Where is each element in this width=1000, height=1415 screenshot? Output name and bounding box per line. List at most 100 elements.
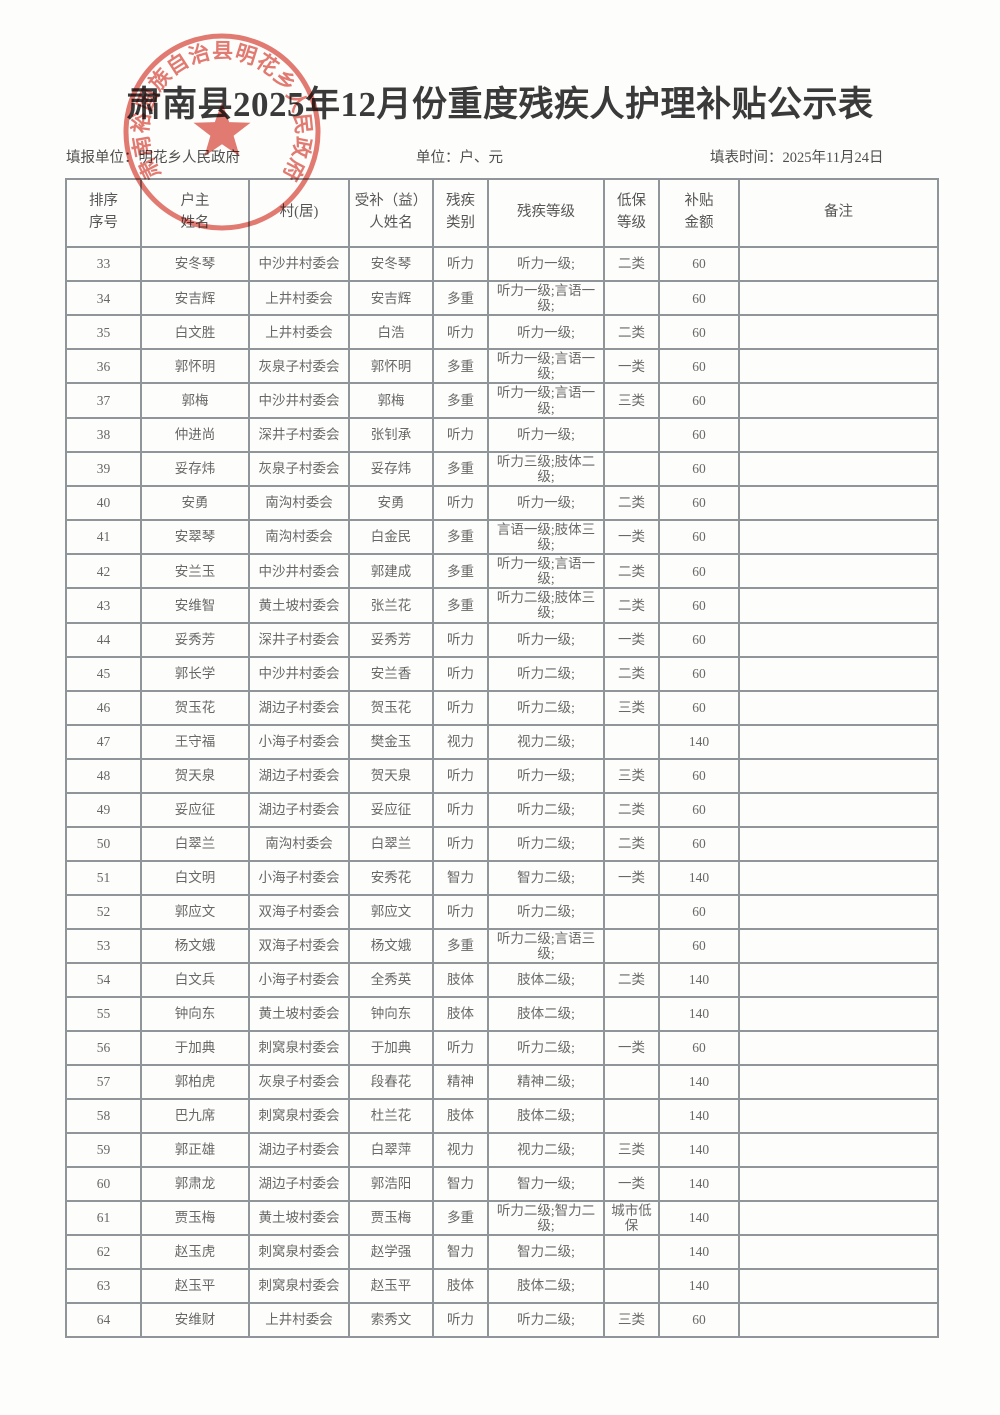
cell-remark [738, 961, 939, 998]
cell-subsistence-level [603, 927, 660, 964]
cell-disability-grade: 听力一级; [487, 484, 605, 521]
cell-subsidy-amount: 140 [658, 1233, 740, 1270]
cell-subsistence-level: 三类 [603, 757, 660, 794]
cell-disability-type: 多重 [432, 450, 489, 487]
cell-beneficiary-name: 樊金玉 [348, 723, 434, 760]
cell-village: 黄土坡村委会 [248, 587, 350, 624]
cell-household-name: 杨文娥 [140, 927, 250, 964]
cell-disability-type: 多重 [432, 348, 489, 385]
cell-subsidy-amount: 60 [658, 518, 740, 556]
cell-subsidy-amount: 60 [658, 825, 740, 862]
cell-seq: 64 [65, 1301, 142, 1338]
cell-subsidy-amount: 60 [658, 484, 740, 521]
header-beneficiary-name: 受补（益） 人姓名 [348, 178, 434, 248]
cell-subsistence-level: 二类 [603, 246, 660, 282]
cell-beneficiary-name: 妥秀芳 [348, 621, 434, 658]
cell-remark [738, 246, 939, 282]
table-row: 61 贾玉梅 黄土坡村委会 贾玉梅 多重 听力二级;智力二级; 城市低保 140 [65, 1199, 939, 1236]
cell-beneficiary-name: 杜兰花 [348, 1097, 434, 1134]
table-row: 41 安翠琴 南沟村委会 白金民 多重 言语一级;肢体三级; 一类 60 [65, 518, 939, 556]
cell-village: 灰泉子村委会 [248, 348, 350, 385]
cell-remark [738, 1165, 939, 1202]
cell-disability-grade: 听力三级;肢体二级; [487, 450, 605, 487]
cell-subsistence-level [603, 1267, 660, 1304]
cell-disability-grade: 听力二级; [487, 825, 605, 862]
table-row: 37 郭梅 中沙井村委会 郭梅 多重 听力一级;言语一级; 三类 60 [65, 382, 939, 419]
cell-subsistence-level: 三类 [603, 1301, 660, 1338]
cell-seq: 43 [65, 587, 142, 624]
cell-disability-type: 多重 [432, 1199, 489, 1236]
cell-seq: 50 [65, 825, 142, 862]
cell-remark [738, 1097, 939, 1134]
cell-village: 上井村委会 [248, 279, 350, 317]
cell-beneficiary-name: 白翠萍 [348, 1131, 434, 1168]
cell-remark [738, 484, 939, 521]
cell-subsistence-level: 一类 [603, 1029, 660, 1066]
cell-disability-grade: 智力二级; [487, 859, 605, 896]
cell-disability-grade: 肢体二级; [487, 1097, 605, 1134]
cell-remark [738, 1233, 939, 1270]
cell-beneficiary-name: 白浩 [348, 314, 434, 351]
cell-disability-type: 肢体 [432, 995, 489, 1032]
table-row: 53 杨文娥 双海子村委会 杨文娥 多重 听力二级;言语三级; 60 [65, 927, 939, 964]
cell-subsidy-amount: 140 [658, 995, 740, 1032]
cell-remark [738, 1063, 939, 1100]
table-row: 62 赵玉虎 刺窝泉村委会 赵学强 智力 智力二级; 140 [65, 1233, 939, 1270]
cell-seq: 49 [65, 791, 142, 828]
fill-date-label: 填表时间：2025年11月24日 [710, 150, 884, 166]
table-row: 52 郭应文 双海子村委会 郭应文 听力 听力二级; 60 [65, 893, 939, 930]
cell-household-name: 钟向东 [140, 995, 250, 1032]
cell-subsistence-level [603, 450, 660, 487]
cell-subsidy-amount: 60 [658, 348, 740, 385]
cell-seq: 62 [65, 1233, 142, 1270]
cell-household-name: 安勇 [140, 484, 250, 521]
cell-village: 小海子村委会 [248, 723, 350, 760]
cell-disability-type: 智力 [432, 1233, 489, 1270]
cell-beneficiary-name: 赵学强 [348, 1233, 434, 1270]
table-row: 51 白文明 小海子村委会 安秀花 智力 智力二级; 一类 140 [65, 859, 939, 896]
cell-seq: 51 [65, 859, 142, 896]
cell-subsidy-amount: 140 [658, 1131, 740, 1168]
cell-seq: 52 [65, 893, 142, 930]
cell-household-name: 郭柏虎 [140, 1063, 250, 1100]
cell-village: 黄土坡村委会 [248, 995, 350, 1032]
cell-disability-type: 视力 [432, 723, 489, 760]
cell-household-name: 安冬琴 [140, 246, 250, 282]
cell-subsistence-level: 一类 [603, 621, 660, 658]
cell-seq: 57 [65, 1063, 142, 1100]
cell-household-name: 仲进尚 [140, 416, 250, 453]
cell-seq: 36 [65, 348, 142, 385]
cell-disability-grade: 听力一级; [487, 416, 605, 453]
cell-village: 湖边子村委会 [248, 757, 350, 794]
cell-remark [738, 689, 939, 726]
table-row: 47 王守福 小海子村委会 樊金玉 视力 视力二级; 140 [65, 723, 939, 760]
cell-household-name: 安吉辉 [140, 279, 250, 317]
table-row: 48 贺天泉 湖边子村委会 贺天泉 听力 听力一级; 三类 60 [65, 757, 939, 794]
cell-village: 深井子村委会 [248, 621, 350, 658]
cell-disability-type: 听力 [432, 655, 489, 692]
cell-beneficiary-name: 安兰香 [348, 655, 434, 692]
cell-beneficiary-name: 贺天泉 [348, 757, 434, 794]
cell-household-name: 安维智 [140, 587, 250, 624]
cell-beneficiary-name: 张兰花 [348, 587, 434, 624]
cell-beneficiary-name: 索秀文 [348, 1301, 434, 1338]
cell-subsidy-amount: 140 [658, 723, 740, 760]
filing-unit-label: 填报单位：明花乡人民政府 [66, 150, 240, 166]
cell-subsidy-amount: 60 [658, 689, 740, 726]
cell-beneficiary-name: 白金民 [348, 518, 434, 556]
cell-village: 中沙井村委会 [248, 246, 350, 282]
cell-subsistence-level [603, 279, 660, 317]
cell-disability-type: 多重 [432, 587, 489, 624]
cell-disability-grade: 精神二级; [487, 1063, 605, 1100]
table-row: 58 巴九席 刺窝泉村委会 杜兰花 肢体 肢体二级; 140 [65, 1097, 939, 1134]
cell-seq: 59 [65, 1131, 142, 1168]
cell-disability-grade: 听力二级;智力二级; [487, 1199, 605, 1236]
cell-village: 灰泉子村委会 [248, 1063, 350, 1100]
cell-seq: 58 [65, 1097, 142, 1134]
header-seq: 排序 序号 [65, 178, 142, 248]
table-row: 35 白文胜 上井村委会 白浩 听力 听力一级; 二类 60 [65, 314, 939, 351]
table-row: 45 郭长学 中沙井村委会 安兰香 听力 听力二级; 二类 60 [65, 655, 939, 692]
cell-subsidy-amount: 140 [658, 1199, 740, 1236]
cell-village: 南沟村委会 [248, 484, 350, 521]
cell-disability-type: 多重 [432, 382, 489, 419]
